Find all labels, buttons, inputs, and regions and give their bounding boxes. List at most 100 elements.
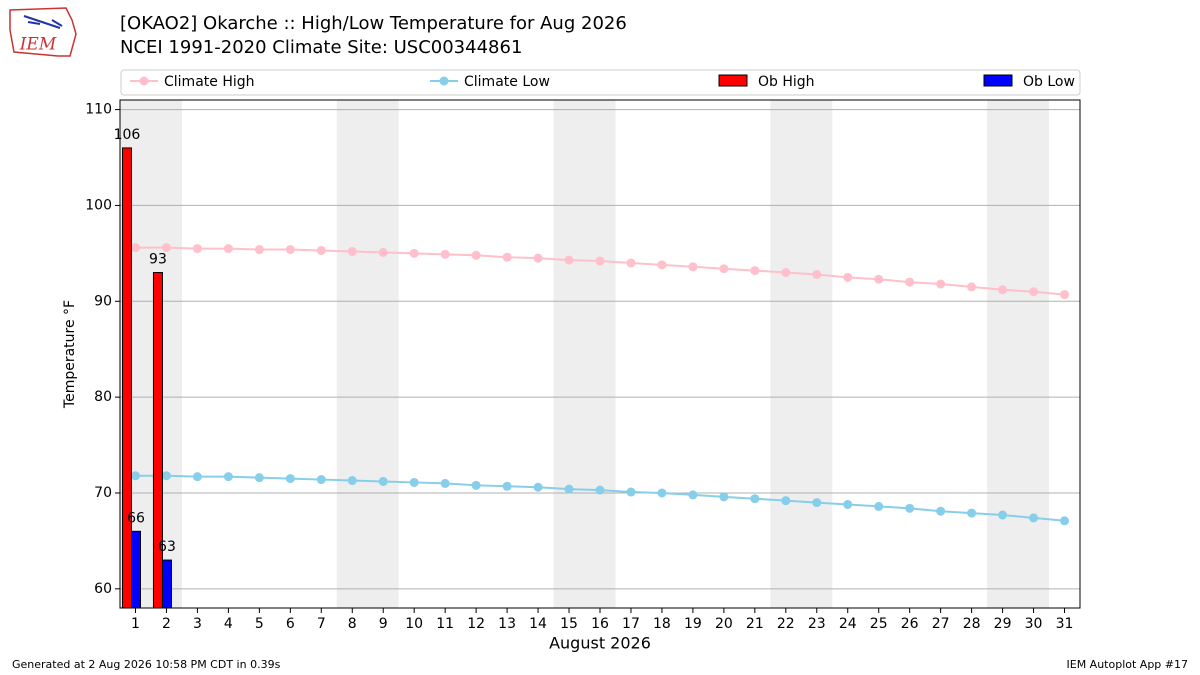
point bbox=[161, 471, 171, 481]
x-tick-label: 20 bbox=[715, 616, 733, 632]
logo-outline bbox=[9, 7, 77, 57]
point bbox=[781, 496, 791, 506]
point bbox=[254, 245, 264, 255]
point bbox=[471, 250, 481, 260]
weekend-band bbox=[553, 100, 616, 608]
point bbox=[595, 256, 605, 266]
point bbox=[192, 472, 202, 482]
bar bbox=[161, 559, 172, 609]
point bbox=[843, 499, 853, 509]
x-tick-label: 5 bbox=[255, 616, 264, 632]
point bbox=[533, 253, 543, 263]
point bbox=[223, 472, 233, 482]
point bbox=[192, 244, 202, 254]
x-tick-label: 14 bbox=[529, 616, 547, 632]
x-axis-label: August 2026 bbox=[549, 634, 651, 653]
logo: IEM bbox=[9, 7, 77, 57]
point bbox=[967, 282, 977, 292]
y-axis-label: Temperature °F bbox=[62, 300, 78, 409]
point bbox=[750, 494, 760, 504]
logo-icon bbox=[23, 15, 63, 29]
x-tick-label: 15 bbox=[560, 616, 578, 632]
point bbox=[843, 272, 853, 282]
point bbox=[626, 487, 636, 497]
x-tick-label: 6 bbox=[286, 616, 295, 632]
weekend-band bbox=[770, 100, 833, 608]
x-tick-label: 3 bbox=[193, 616, 202, 632]
point bbox=[812, 498, 822, 508]
point bbox=[874, 274, 884, 284]
x-tick-label: 25 bbox=[870, 616, 888, 632]
footer-right: IEM Autoplot App #17 bbox=[1067, 658, 1189, 671]
x-tick-label: 30 bbox=[1025, 616, 1043, 632]
plot-frame bbox=[119, 99, 1081, 609]
point bbox=[719, 264, 729, 274]
point bbox=[502, 481, 512, 491]
legend-swatch bbox=[139, 76, 149, 86]
x-tick-label: 21 bbox=[746, 616, 764, 632]
point bbox=[626, 258, 636, 268]
point bbox=[905, 503, 915, 513]
point bbox=[564, 484, 574, 494]
point bbox=[254, 473, 264, 483]
point bbox=[812, 269, 822, 279]
point bbox=[967, 508, 977, 518]
x-tick-label: 16 bbox=[591, 616, 609, 632]
point bbox=[936, 506, 946, 516]
point bbox=[781, 268, 791, 278]
x-tick-label: 4 bbox=[224, 616, 233, 632]
x-tick-label: 31 bbox=[1056, 616, 1074, 632]
legend-label: Ob Low bbox=[1023, 74, 1075, 90]
legend-box bbox=[120, 69, 1081, 96]
point bbox=[502, 252, 512, 262]
point bbox=[874, 501, 884, 511]
x-tick-label: 24 bbox=[839, 616, 857, 632]
point bbox=[378, 247, 388, 257]
x-tick-label: 27 bbox=[932, 616, 950, 632]
point bbox=[223, 244, 233, 254]
y-tick-label: 100 bbox=[85, 197, 112, 213]
point bbox=[657, 488, 667, 498]
point bbox=[905, 277, 915, 287]
point bbox=[285, 245, 295, 255]
weekend-band bbox=[336, 100, 399, 608]
bar-label: 106 bbox=[114, 127, 141, 143]
x-tick-label: 13 bbox=[498, 616, 516, 632]
point bbox=[347, 476, 357, 486]
point bbox=[316, 245, 326, 255]
point bbox=[1029, 287, 1039, 297]
point bbox=[440, 478, 450, 488]
point bbox=[719, 492, 729, 502]
point bbox=[130, 243, 140, 253]
point bbox=[998, 510, 1008, 520]
y-tick-label: 90 bbox=[94, 293, 112, 309]
point bbox=[285, 474, 295, 484]
bar bbox=[130, 530, 141, 609]
x-tick-label: 11 bbox=[436, 616, 454, 632]
y-tick-label: 70 bbox=[94, 485, 112, 501]
point bbox=[409, 477, 419, 487]
chart-title: [OKAO2] Okarche :: High/Low Temperature … bbox=[120, 13, 627, 34]
bar-label: 93 bbox=[149, 252, 167, 268]
point bbox=[1060, 290, 1070, 300]
x-tick-label: 19 bbox=[684, 616, 702, 632]
chart-subtitle: NCEI 1991-2020 Climate Site: USC00344861 bbox=[120, 37, 522, 58]
point bbox=[347, 246, 357, 256]
point bbox=[130, 471, 140, 481]
y-tick-label: 110 bbox=[85, 102, 112, 118]
legend-swatch bbox=[718, 74, 748, 87]
legend-label: Climate High bbox=[164, 74, 255, 90]
x-tick-label: 29 bbox=[994, 616, 1012, 632]
point bbox=[688, 262, 698, 272]
x-tick-label: 8 bbox=[348, 616, 357, 632]
x-tick-label: 9 bbox=[379, 616, 388, 632]
point bbox=[657, 260, 667, 270]
point bbox=[533, 482, 543, 492]
x-tick-label: 28 bbox=[963, 616, 981, 632]
x-tick-label: 22 bbox=[777, 616, 795, 632]
legend-label: Ob High bbox=[758, 74, 815, 90]
point bbox=[595, 485, 605, 495]
legend-swatch bbox=[983, 74, 1013, 87]
